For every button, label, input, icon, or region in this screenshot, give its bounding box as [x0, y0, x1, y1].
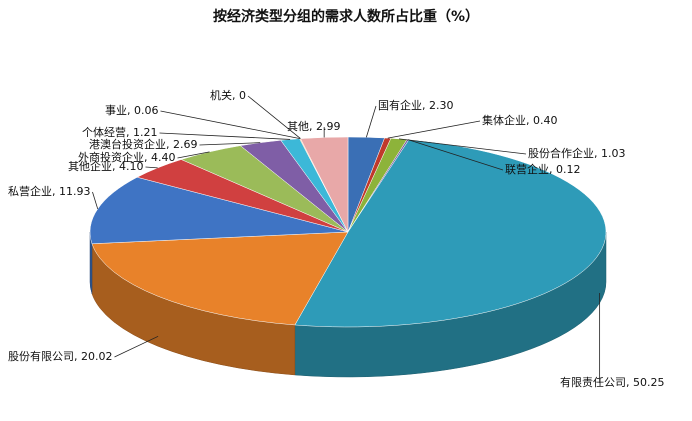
category-label: 外商投资企业 [78, 150, 144, 164]
label-separator: , [126, 126, 133, 139]
leader-line [407, 139, 504, 171]
category-label: 个体经营 [82, 125, 126, 139]
leader-line [247, 95, 301, 139]
value-label: 11.93 [59, 185, 91, 198]
category-label: 联营企业 [505, 162, 549, 176]
leader-line [365, 105, 377, 138]
data-label: 股份有限公司, 20.02 [8, 349, 113, 363]
slice [91, 231, 349, 326]
data-label: 外商投资企业, 4.40 [78, 150, 176, 164]
value-label: 2.99 [316, 120, 341, 133]
data-label: 其他企业, 4.10 [68, 159, 144, 173]
leader-line [387, 120, 481, 139]
data-label: 国有企业, 2.30 [378, 98, 454, 112]
category-label: 国有企业 [378, 98, 422, 112]
category-label: 股份合作企业 [528, 146, 594, 160]
chart-title: 按经济类型分组的需求人数所占比重（%） [213, 8, 479, 25]
label-separator: , [52, 185, 59, 198]
value-label: 50.25 [633, 376, 665, 389]
data-label: 联营企业, 0.12 [505, 162, 581, 176]
value-label: 0.06 [134, 104, 159, 117]
value-label: 0.12 [556, 163, 581, 176]
data-label: 港澳台投资企业, 2.69 [89, 137, 198, 151]
category-label: 集体企业 [482, 113, 526, 127]
label-separator: , [526, 114, 533, 127]
category-label: 股份有限公司 [8, 349, 74, 363]
category-label: 私营企业 [8, 184, 52, 198]
category-label: 事业 [105, 104, 127, 117]
label-separator: , [549, 163, 556, 176]
category-label: 港澳台投资企业 [89, 137, 166, 151]
label-separator: , [127, 104, 134, 117]
category-label: 其他 [287, 120, 309, 133]
data-label: 事业, 0.06 [105, 104, 159, 117]
slice [294, 139, 607, 328]
label-separator: , [166, 138, 173, 151]
leader-line [145, 166, 158, 169]
leader-line [92, 191, 99, 210]
data-label: 个体经营, 1.21 [82, 125, 158, 139]
label-separator: , [309, 120, 316, 133]
leader-line [160, 110, 301, 140]
slice-tops [89, 136, 607, 328]
leader-line [114, 335, 159, 358]
label-separator: , [232, 89, 239, 102]
label-separator: , [594, 147, 601, 160]
leader-line [199, 142, 261, 146]
label-separator: , [626, 376, 633, 389]
value-label: 20.02 [81, 350, 113, 363]
leader-line [398, 138, 527, 155]
value-label: 1.03 [601, 147, 626, 160]
data-label: 私营企业, 11.93 [8, 184, 91, 198]
label-separator: , [112, 160, 119, 173]
category-label: 其他企业 [68, 159, 112, 173]
value-label: 4.40 [151, 151, 176, 164]
value-label: 0.40 [533, 114, 558, 127]
leader-line [159, 132, 291, 140]
value-label: 2.30 [429, 99, 454, 112]
slice [89, 176, 349, 245]
data-label: 股份合作企业, 1.03 [528, 146, 626, 160]
value-label: 0 [239, 89, 246, 102]
label-separator: , [74, 350, 81, 363]
data-label: 集体企业, 0.40 [482, 113, 558, 127]
leader-line [177, 151, 210, 159]
category-label: 机关 [210, 88, 232, 102]
data-label: 机关, 0 [210, 88, 246, 102]
value-label: 2.69 [173, 138, 198, 151]
data-label: 有限责任公司, 50.25 [560, 375, 665, 389]
slice [300, 136, 349, 233]
value-label: 1.21 [133, 126, 158, 139]
category-label: 有限责任公司 [560, 375, 626, 389]
value-label: 4.10 [119, 160, 144, 173]
label-separator: , [144, 151, 151, 164]
label-separator: , [422, 99, 429, 112]
data-label: 其他, 2.99 [287, 120, 341, 133]
